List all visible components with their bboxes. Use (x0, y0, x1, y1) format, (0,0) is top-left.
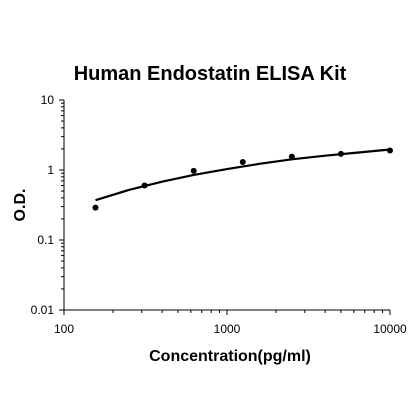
x-axis-label: Concentration(pg/ml) (149, 348, 311, 365)
x-tick-label: 100 (54, 322, 74, 336)
chart-title: Human Endostatin ELISA Kit (74, 63, 347, 85)
x-tick-label: 1000 (214, 322, 241, 336)
y-tick-label: 1 (47, 163, 54, 177)
y-tick-label: 0.01 (31, 303, 55, 317)
data-point (288, 153, 295, 160)
data-point (141, 182, 148, 189)
y-tick-label: 0.1 (37, 233, 54, 247)
plot-area: 10 1 0.1 0.01 100 1000 10000 (31, 93, 407, 336)
data-point (239, 159, 246, 166)
data-point (387, 147, 393, 154)
fit-curve (95, 148, 391, 202)
data-point (337, 150, 344, 157)
x-tick-label: 10000 (373, 322, 407, 336)
y-axis-label: O.D. (12, 189, 29, 222)
data-point (190, 167, 197, 174)
y-tick-label: 10 (41, 93, 55, 107)
data-point (92, 204, 99, 211)
